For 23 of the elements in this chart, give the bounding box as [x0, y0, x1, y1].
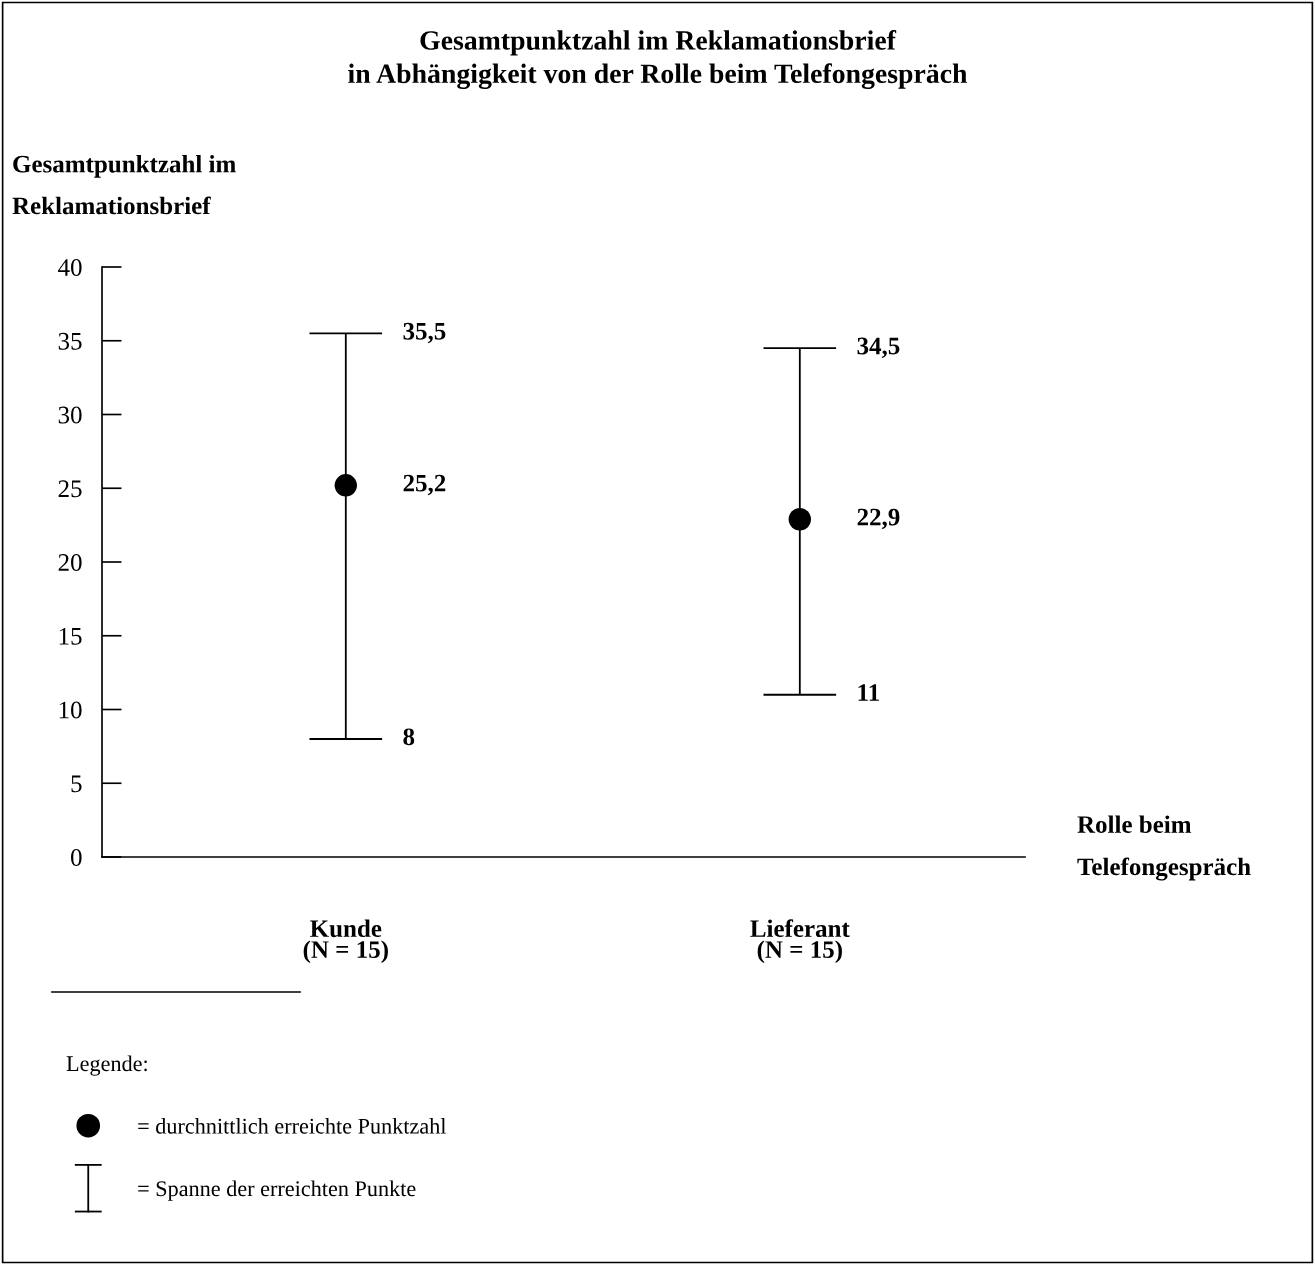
y-tick-label: 20 [58, 554, 82, 571]
x-axis-title: Rolle beim Telefongespräch [1077, 815, 1251, 881]
y-axis-title: Gesamtpunktzahl im Reklamationsbrief [12, 155, 236, 215]
x-tick-label: Lieferant (N = 15) [750, 919, 850, 964]
y-tick-label: 0 [71, 849, 82, 866]
y-tick-label: 5 [71, 775, 82, 793]
data-label: 25,2 [403, 474, 446, 496]
annotation: 34,5 [857, 337, 900, 359]
x-tick-label: Kunde (N = 15) [303, 919, 388, 964]
annotation: 11 [858, 684, 879, 701]
chart-title: Gesamtpunktzahl im Reklamationsbrief in Abhängigkeit von der Rolle beim Telefongespräch [348, 30, 968, 89]
y-tick-label: 40 [58, 259, 82, 276]
data-label: 22,9 [857, 508, 900, 530]
annotation: 8 [403, 728, 415, 746]
legend-label: = durchnittlich erreichte Punktzahl [138, 1118, 447, 1134]
y-tick-label: 25 [58, 480, 82, 498]
y-tick-label: 30 [58, 406, 82, 424]
y-tick-label: 10 [59, 701, 82, 719]
y-tick-label: 15 [59, 627, 82, 645]
annotation: 35,5 [403, 322, 446, 344]
y-tick-label: 35 [58, 332, 82, 350]
text: = Spanne der erreichten Punkte [138, 1180, 416, 1201]
legend-title: Legende: [66, 1055, 147, 1076]
